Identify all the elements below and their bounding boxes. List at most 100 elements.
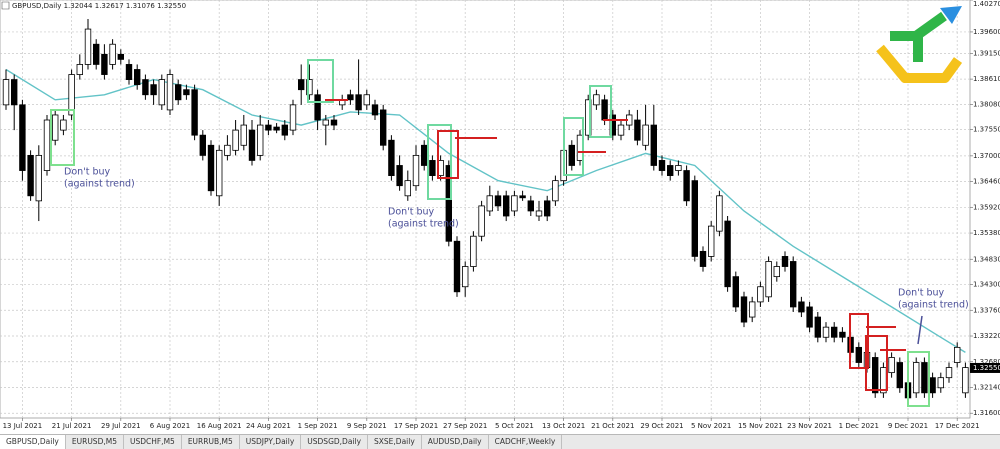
candle-body: [355, 94, 362, 111]
candle-body: [117, 53, 124, 60]
y-tick-label: 1.31600: [973, 409, 1000, 417]
chart-tab[interactable]: USDJPY,Daily: [240, 435, 302, 449]
tab-bar: GBPUSD,Daily EURUSD,M5 USDCHF,M5 EURRUB,M5 U…: [0, 434, 1000, 449]
candle-body: [379, 109, 387, 146]
candle-body: [84, 28, 92, 65]
candle-body: [330, 119, 338, 126]
candle-body: [461, 266, 469, 288]
y-tick-label: 1.39150: [973, 49, 1000, 57]
logo-green: [890, 11, 947, 62]
candle-body: [404, 180, 411, 197]
x-tick-label: 16 Aug 2021: [197, 422, 242, 430]
candle-body: [289, 104, 297, 131]
last-price-box: [970, 362, 1000, 373]
candle-body: [822, 326, 830, 338]
y-tick-label: 1.37000: [973, 152, 1000, 160]
candle-body: [683, 170, 690, 202]
x-tick-label: 6 Aug 2021: [150, 422, 190, 430]
candle-body: [839, 331, 846, 338]
pointer-line: [917, 315, 923, 345]
candle-body: [888, 357, 895, 374]
y-tick-label: 1.32140: [973, 383, 1000, 391]
last-price-label: 1.32550: [973, 364, 1000, 372]
logo-blue: [940, 6, 962, 24]
chart-tab[interactable]: USDSGD,Daily: [301, 435, 369, 449]
candle-body: [806, 306, 813, 328]
x-tick-label: 21 Jul 2021: [52, 422, 92, 430]
y-tick-label: 1.39600: [973, 28, 1000, 36]
candle-body: [240, 124, 247, 146]
candle-body: [183, 89, 190, 96]
y-tick-label: 1.35380: [973, 229, 1000, 237]
candle-body: [453, 240, 461, 293]
candle-body: [396, 165, 403, 187]
candle-body: [19, 104, 26, 171]
chart-tab[interactable]: SXSE,Daily: [368, 435, 422, 449]
annotation-text: Don't buy: [64, 167, 111, 178]
chart-tab[interactable]: CADCHF,Weekly: [489, 435, 563, 449]
candle-body: [232, 129, 239, 151]
red-box: [437, 130, 459, 179]
logo: [876, 6, 963, 83]
candle-body: [937, 377, 944, 389]
chart-tab[interactable]: GBPUSD,Daily: [0, 435, 66, 449]
green-box: [50, 109, 75, 166]
candle-body: [43, 119, 51, 171]
annotation-text: (against trend): [64, 179, 135, 190]
candle-body: [724, 220, 731, 288]
x-tick-label: 5 Oct 2021: [495, 422, 534, 430]
green-box: [907, 351, 930, 407]
candle-body: [371, 104, 379, 116]
annotation-text: Don't buy: [388, 207, 435, 218]
candle-body: [527, 200, 534, 212]
x-tick-label: 24 Aug 2021: [246, 422, 291, 430]
y-tick-label: 1.32680: [973, 358, 1000, 366]
chart-tab[interactable]: EURUSD,M5: [66, 435, 124, 449]
y-tick-label: 1.34830: [973, 255, 1000, 263]
annotation-text: (against trend): [388, 219, 459, 230]
chart-tab[interactable]: AUDUSD,Daily: [422, 435, 489, 449]
candle-body: [191, 89, 198, 136]
red-box: [849, 313, 869, 369]
candle-body: [142, 79, 149, 96]
plot-area: [0, 0, 971, 419]
signal-boxes: [50, 59, 930, 407]
red-box: [865, 335, 888, 391]
candle-body: [420, 144, 428, 166]
candle-body: [855, 346, 862, 363]
x-tick-label: 13 Jul 2021: [3, 422, 43, 430]
candle-body: [790, 261, 797, 308]
candle-body: [10, 79, 18, 106]
candle-body: [199, 134, 206, 156]
candle-body: [511, 195, 518, 212]
chart-tab[interactable]: USDCHF,M5: [124, 435, 182, 449]
candle-body: [617, 124, 625, 136]
candle-body: [781, 256, 789, 267]
x-tick-label: 1 Dec 2021: [839, 422, 879, 430]
candle-body: [568, 144, 575, 166]
candle-body: [60, 119, 67, 131]
candle-body: [109, 43, 116, 65]
candle-body: [347, 94, 354, 101]
x-tick-label: 23 Nov 2021: [787, 422, 832, 430]
candle-body: [133, 69, 141, 86]
y-tick-label: 1.33760: [973, 306, 1000, 314]
x-tick-label: 17 Sep 2021: [394, 422, 438, 430]
candle-body: [207, 144, 215, 192]
candle-body: [166, 74, 174, 111]
x-tick-label: 17 Dec 2021: [935, 422, 980, 430]
green-box: [589, 85, 612, 138]
candle-body: [708, 225, 715, 257]
candle-body: [52, 114, 59, 141]
x-tick-label: 27 Sep 2021: [443, 422, 487, 430]
candle-body: [642, 124, 649, 146]
candle-body: [765, 261, 772, 298]
candle-body: [544, 200, 551, 217]
candle-body: [470, 235, 477, 267]
logo-yellow: [876, 44, 963, 83]
x-tick-label: 29 Jul 2021: [101, 422, 141, 430]
chart-tab[interactable]: EURRUB,M5: [182, 435, 240, 449]
y-tick-label: 1.35920: [973, 203, 1000, 211]
x-tick-label: 13 Oct 2021: [542, 422, 585, 430]
